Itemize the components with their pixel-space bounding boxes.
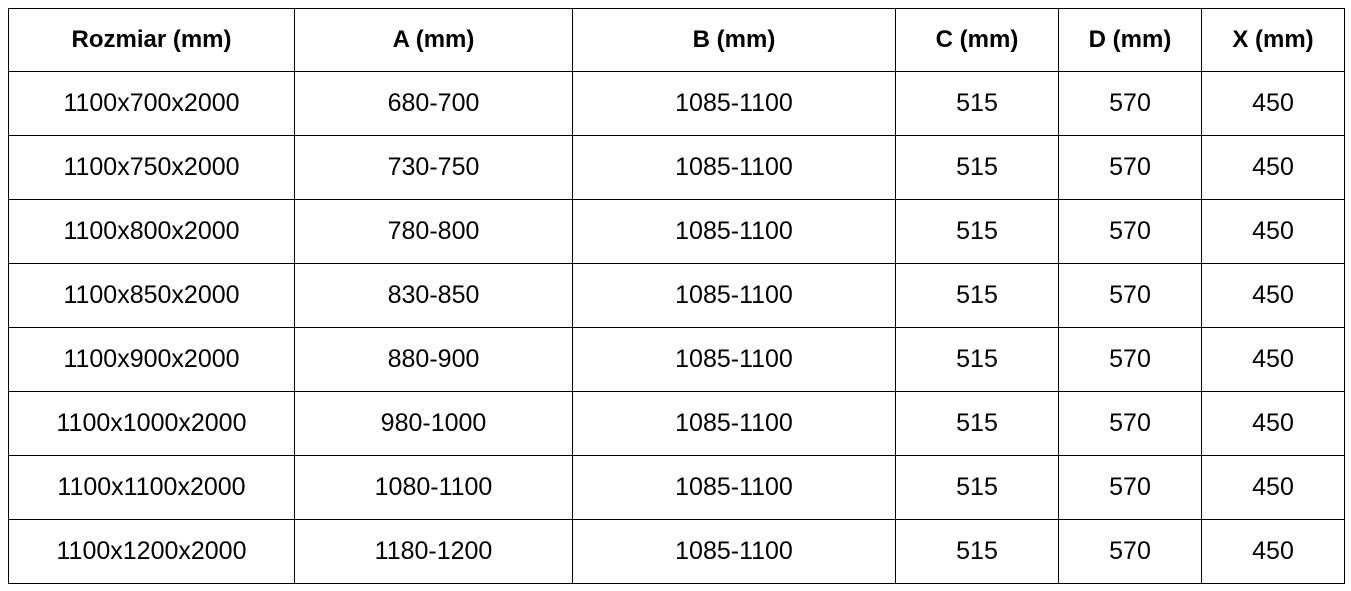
table-cell: 1085-1100 — [572, 263, 896, 328]
table-cell: 515 — [895, 327, 1059, 392]
table-cell: 570 — [1058, 199, 1202, 264]
table-row: 1100x700x2000 680-700 1085-1100 515 570 450 — [8, 71, 1345, 136]
column-header: Rozmiar (mm) — [8, 8, 295, 72]
table-cell: 680-700 — [294, 71, 573, 136]
table-row: 1100x850x2000 830-850 1085-1100 515 570 450 — [8, 263, 1345, 328]
table-cell: 1085-1100 — [572, 455, 896, 520]
table-cell: 1085-1100 — [572, 519, 896, 584]
table-cell: 1100x800x2000 — [8, 199, 295, 264]
table-cell: 450 — [1201, 455, 1345, 520]
table-cell: 515 — [895, 199, 1059, 264]
table-cell: 515 — [895, 135, 1059, 200]
table-cell: 730-750 — [294, 135, 573, 200]
table-cell: 450 — [1201, 199, 1345, 264]
column-header: C (mm) — [895, 8, 1059, 72]
table-cell: 1100x850x2000 — [8, 263, 295, 328]
table-cell: 515 — [895, 455, 1059, 520]
dimensions-table: Rozmiar (mm) A (mm) B (mm) C (mm) D (mm) X (m… — [8, 8, 1345, 584]
column-header: A (mm) — [294, 8, 573, 72]
table-row: 1100x900x2000 880-900 1085-1100 515 570 450 — [8, 327, 1345, 392]
table-cell: 1100x750x2000 — [8, 135, 295, 200]
header-row: Rozmiar (mm) A (mm) B (mm) C (mm) D (mm) X (m… — [8, 8, 1345, 72]
table-cell: 1085-1100 — [572, 199, 896, 264]
table-cell: 515 — [895, 519, 1059, 584]
table-row: 1100x1000x2000 980-1000 1085-1100 515 570 450 — [8, 391, 1345, 456]
table-cell: 570 — [1058, 135, 1202, 200]
table-row: 1100x750x2000 730-750 1085-1100 515 570 450 — [8, 135, 1345, 200]
table-cell: 570 — [1058, 327, 1202, 392]
column-header: X (mm) — [1201, 8, 1345, 72]
table-cell: 1100x700x2000 — [8, 71, 295, 136]
table-cell: 1100x1100x2000 — [8, 455, 295, 520]
table-cell: 1180-1200 — [294, 519, 573, 584]
table-cell: 780-800 — [294, 199, 573, 264]
table-cell: 515 — [895, 71, 1059, 136]
table-cell: 1100x1200x2000 — [8, 519, 295, 584]
table-cell: 450 — [1201, 135, 1345, 200]
table-cell: 570 — [1058, 263, 1202, 328]
table-cell: 880-900 — [294, 327, 573, 392]
table-cell: 570 — [1058, 391, 1202, 456]
table-cell: 450 — [1201, 71, 1345, 136]
table-cell: 570 — [1058, 71, 1202, 136]
table-cell: 980-1000 — [294, 391, 573, 456]
table-cell: 1080-1100 — [294, 455, 573, 520]
table-cell: 570 — [1058, 455, 1202, 520]
table-cell: 1085-1100 — [572, 327, 896, 392]
table-cell: 1100x900x2000 — [8, 327, 295, 392]
table-cell: 1085-1100 — [572, 391, 896, 456]
table-row: 1100x800x2000 780-800 1085-1100 515 570 450 — [8, 199, 1345, 264]
table-cell: 830-850 — [294, 263, 573, 328]
table-cell: 450 — [1201, 327, 1345, 392]
table-cell: 450 — [1201, 391, 1345, 456]
table-cell: 1085-1100 — [572, 71, 896, 136]
table-cell: 570 — [1058, 519, 1202, 584]
table-cell: 515 — [895, 263, 1059, 328]
column-header: B (mm) — [572, 8, 896, 72]
table-cell: 515 — [895, 391, 1059, 456]
table-row: 1100x1100x2000 1080-1100 1085-1100 515 570 45… — [8, 455, 1345, 520]
table-cell: 1100x1000x2000 — [8, 391, 295, 456]
table-cell: 450 — [1201, 263, 1345, 328]
table-cell: 1085-1100 — [572, 135, 896, 200]
table-cell: 450 — [1201, 519, 1345, 584]
table-row: 1100x1200x2000 1180-1200 1085-1100 515 570 45… — [8, 519, 1345, 584]
column-header: D (mm) — [1058, 8, 1202, 72]
